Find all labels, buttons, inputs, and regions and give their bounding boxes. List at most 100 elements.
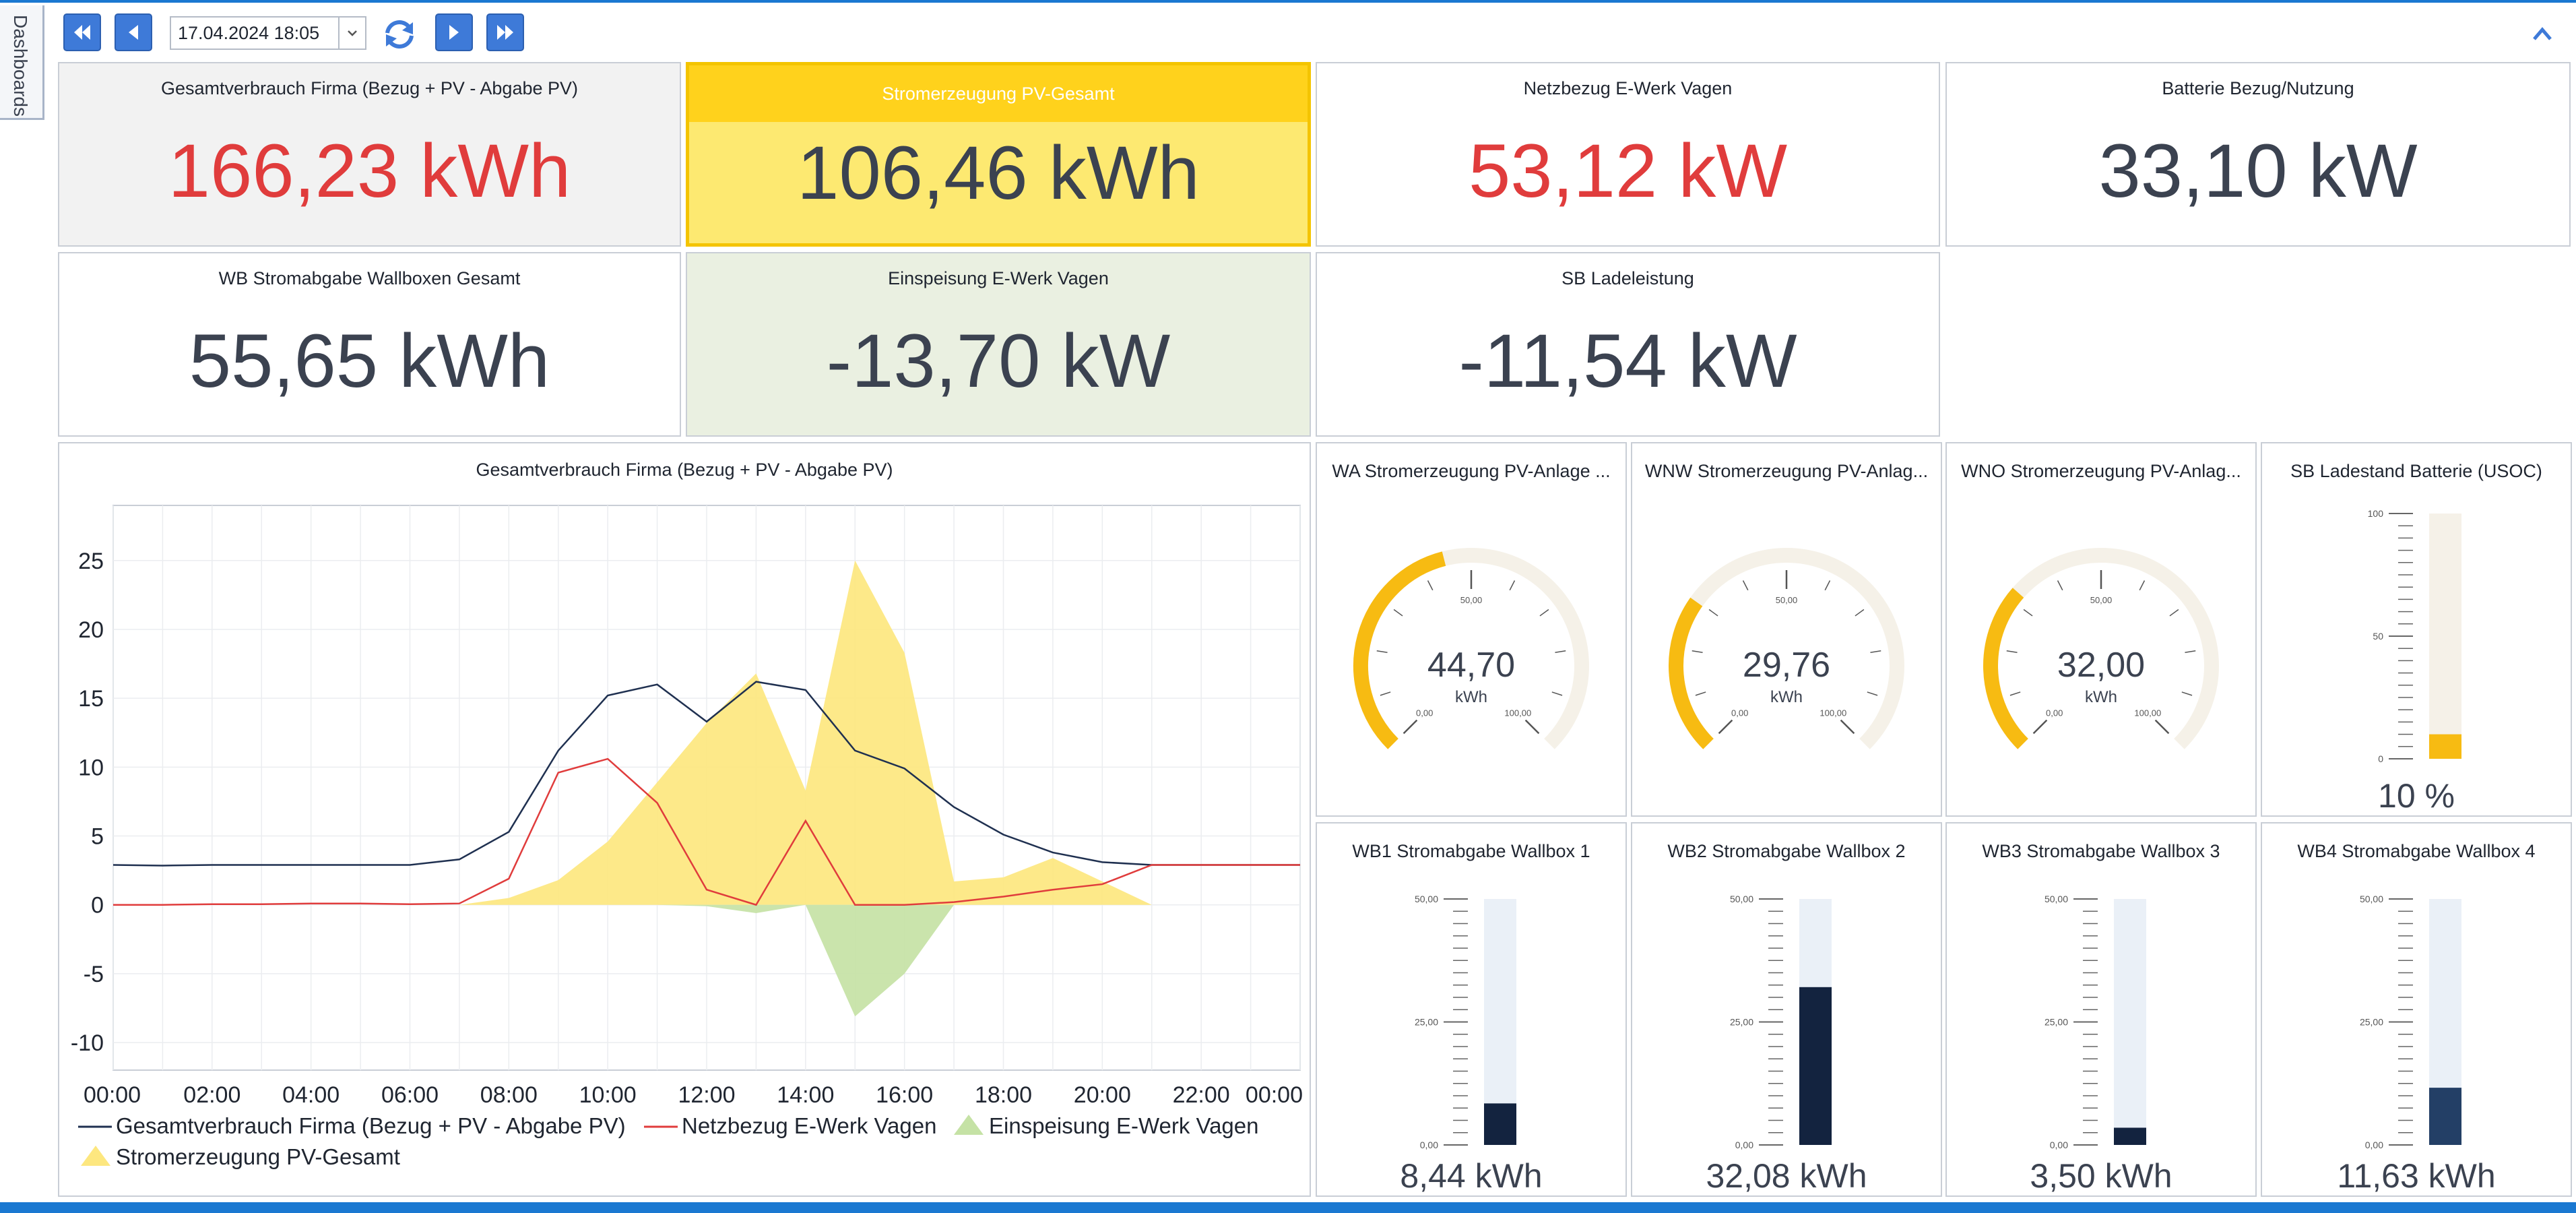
- x-tick-label: 22:00: [1173, 1082, 1230, 1108]
- refresh-button[interactable]: [380, 15, 419, 54]
- dashboards-tab-label: Dashboards: [10, 15, 31, 117]
- gauge-scale-label: 50,00: [1776, 595, 1798, 605]
- gauge-tick: [1742, 580, 1749, 591]
- kpi-tile-gesamtverbrauch[interactable]: Gesamtverbrauch Firma (Bezug + PV - Abga…: [58, 62, 681, 247]
- gauge-scale-label: 100,00: [2134, 708, 2161, 718]
- kpi-tile-sb-ladeleistung[interactable]: SB Ladeleistung -11,54 kW: [1316, 252, 1940, 437]
- x-tick-label: 00:00: [1246, 1082, 1303, 1108]
- chart-lines: [112, 681, 1300, 906]
- x-tick-label: 16:00: [876, 1082, 933, 1108]
- scale-label: 50,00: [1415, 894, 1438, 904]
- wallbox-tile-4[interactable]: WB4 Stromabgabe Wallbox 4 50,00 25,00 0,00…: [2261, 822, 2572, 1197]
- gauge-tick: [1551, 691, 1563, 696]
- gauge-tile-wnw[interactable]: WNW Stromerzeugung PV-Anlag... 0,00 50,00…: [1631, 442, 1942, 817]
- collapse-up-icon[interactable]: [2532, 26, 2553, 42]
- chart-x-ticks: 00:00 02:00 04:00 06:00 08:00 10:00 12:00 14:00…: [84, 1082, 1303, 1108]
- date-value: 17.04.2024 18:05: [178, 23, 320, 43]
- wallbox-title: WB1 Stromabgabe Wallbox 1: [1352, 841, 1590, 861]
- gauge-scale-label: 0,00: [2046, 708, 2063, 718]
- gauge-unit: kWh: [2085, 688, 2117, 706]
- kpi-title: Netzbezug E-Werk Vagen: [1523, 78, 1733, 98]
- x-tick-label: 14:00: [777, 1082, 834, 1108]
- kpi-value: 166,23 kWh: [168, 129, 571, 213]
- gauge-tile-wno[interactable]: WNO Stromerzeugung PV-Anlag... 0,00 50,00…: [1945, 442, 2257, 817]
- battery-tile[interactable]: SB Ladestand Batterie (USOC) 100 50 0 10 %: [2261, 442, 2572, 817]
- gauge-tick: [1555, 650, 1566, 654]
- kpi-title: Stromerzeugung PV-Gesamt: [689, 65, 1308, 122]
- next-icon: [449, 25, 459, 40]
- wallbox-3-bar: 50,00 25,00 0,00: [2044, 894, 2146, 1150]
- x-tick-label: 18:00: [975, 1082, 1032, 1108]
- next-button[interactable]: [435, 13, 473, 51]
- y-tick-label: -10: [71, 1030, 104, 1056]
- legend-label: Netzbezug E-Werk Vagen: [682, 1113, 936, 1138]
- date-picker[interactable]: 17.04.2024 18:05: [170, 16, 366, 50]
- gauge-value: 32,00: [2057, 646, 2145, 685]
- gauge-tick: [1427, 580, 1434, 591]
- scale-label: 100: [2368, 508, 2384, 519]
- gauge-tick: [1708, 609, 1718, 617]
- kpi-title: SB Ladeleistung: [1561, 268, 1694, 288]
- kpi-tile-einspeisung[interactable]: Einspeisung E-Werk Vagen -13,70 kW: [686, 252, 1311, 437]
- gauge-unit: kWh: [1770, 688, 1803, 706]
- scale-label: 50,00: [2360, 894, 2383, 904]
- kpi-tile-netzbezug[interactable]: Netzbezug E-Werk Vagen 53,12 kW: [1316, 62, 1940, 247]
- kpi-tile-batterie[interactable]: Batterie Bezug/Nutzung 33,10 kW: [1945, 62, 2571, 247]
- series-line-0: [112, 681, 1300, 867]
- wallbox-tile-1[interactable]: WB1 Stromabgabe Wallbox 1 50,00 25,00 0,00…: [1316, 822, 1627, 1197]
- dashboards-side-tab[interactable]: Dashboards: [0, 5, 44, 120]
- gauge-tick: [1692, 650, 1703, 654]
- gauge-tick: [1840, 719, 1855, 735]
- kpi-title: Einspeisung E-Werk Vagen: [888, 268, 1109, 288]
- last-button[interactable]: [486, 13, 524, 51]
- scale-label: 25,00: [1415, 1017, 1438, 1028]
- chart-areas: [459, 560, 1152, 1017]
- gauge-tick: [2154, 719, 2170, 735]
- legend-swatch: [954, 1115, 984, 1135]
- gauge-tick: [1376, 650, 1388, 654]
- bar-track: [2114, 899, 2146, 1145]
- gauge-tick: [2057, 580, 2063, 591]
- gauge-scale-label: 0,00: [1416, 708, 1433, 718]
- y-tick-label: 15: [78, 686, 104, 712]
- refresh-icon: [385, 20, 414, 49]
- toolbar: 17.04.2024 18:05: [62, 11, 2568, 54]
- scale-label: 25,00: [2360, 1017, 2383, 1028]
- previous-button[interactable]: [115, 13, 152, 51]
- first-button[interactable]: [63, 13, 101, 51]
- series-area-2: [657, 904, 955, 1017]
- kpi-value: 55,65 kWh: [189, 319, 550, 403]
- kpi-value: 106,46 kWh: [797, 131, 1200, 215]
- gauge-tile-wa[interactable]: WA Stromerzeugung PV-Anlage ... 0,00 50,0…: [1316, 442, 1627, 817]
- legend-label: Einspeisung E-Werk Vagen: [989, 1113, 1259, 1138]
- wallbox-tile-2[interactable]: WB2 Stromabgabe Wallbox 2 50,00 25,00 0,00…: [1631, 822, 1942, 1197]
- gauge-tick: [2169, 609, 2179, 617]
- chart-tile[interactable]: Gesamtverbrauch Firma (Bezug + PV - Abga…: [58, 442, 1311, 1197]
- kpi-tile-wallboxen-gesamt[interactable]: WB Stromabgabe Wallboxen Gesamt 55,65 kW…: [58, 252, 681, 437]
- gauge-tick: [2032, 719, 2048, 735]
- bar-track: [2429, 514, 2461, 759]
- gauge-scale-label: 100,00: [1504, 708, 1531, 718]
- scale-label: 0,00: [2050, 1140, 2068, 1150]
- wallbox-tile-3[interactable]: WB3 Stromabgabe Wallbox 3 50,00 25,00 0,00…: [1945, 822, 2257, 1197]
- kpi-value: 33,10 kW: [2098, 129, 2418, 213]
- gauge-tick: [1718, 719, 1733, 735]
- gauge-tick: [2006, 650, 2018, 654]
- previous-icon: [129, 25, 138, 40]
- wallbox-title: WB3 Stromabgabe Wallbox 3: [1982, 841, 2220, 861]
- date-dropdown-button[interactable]: [338, 18, 365, 49]
- series-line-1: [113, 757, 1300, 906]
- kpi-value: 53,12 kW: [1468, 129, 1788, 213]
- gauge-tick: [1509, 580, 1516, 591]
- kpi-tile-stromerzeugung-pv[interactable]: Stromerzeugung PV-Gesamt 106,46 kWh: [686, 62, 1311, 247]
- y-tick-label: 25: [78, 549, 104, 574]
- gauge-scale-label: 0,00: [1731, 708, 1748, 718]
- gauge-tick: [2009, 691, 2021, 696]
- bar-fill: [1799, 987, 1832, 1145]
- x-tick-label: 10:00: [579, 1082, 637, 1108]
- gauge-tick: [1380, 691, 1391, 696]
- gauge-tick: [1403, 719, 1418, 735]
- gauge-tick: [2185, 650, 2196, 654]
- last-icon: [497, 25, 513, 40]
- scale-label: 50,00: [1730, 894, 1753, 904]
